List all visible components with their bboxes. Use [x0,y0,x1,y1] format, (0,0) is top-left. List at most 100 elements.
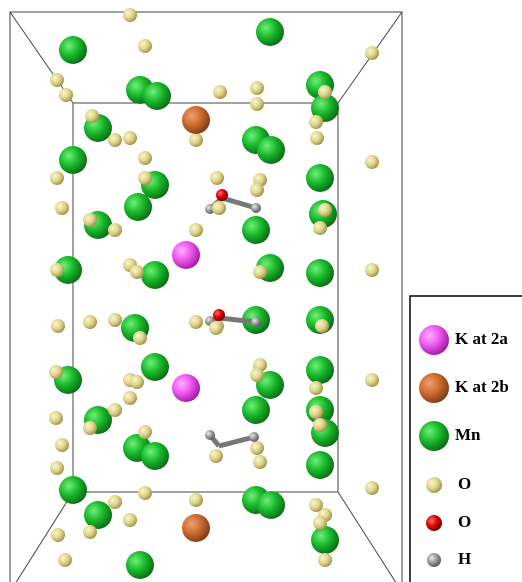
o-atom [365,155,379,169]
k-2a-atom [172,374,200,402]
o-atom [50,171,64,185]
o-atom [51,319,65,333]
o-atom [108,313,122,327]
h-atom [205,430,215,440]
mn-atom [59,36,87,64]
mn-atom [257,136,285,164]
o-atom [250,81,264,95]
o-atom [55,438,69,452]
o-atom [130,265,144,279]
o-atom [318,85,332,99]
o-atom [365,263,379,277]
o-atom [108,403,122,417]
o-atom [138,425,152,439]
legend-label: K at 2a [455,329,508,348]
o-atom [138,171,152,185]
o-atom [309,405,323,419]
h-atom [251,317,261,327]
o-atom [138,151,152,165]
figure: K at 2a K at 2b Mn O O H [0,0,522,582]
o-atom [309,381,323,395]
o-atom [209,321,223,335]
o-atom [253,265,267,279]
mn-atom [84,501,112,529]
o-atom [123,391,137,405]
o-atom [55,201,69,215]
o-atom [85,109,99,123]
mn-atom [141,353,169,381]
o-atom [108,133,122,147]
o-atom [318,203,332,217]
o-atom [58,553,72,567]
o-atom [130,375,144,389]
o-atom [50,461,64,475]
o-atom [51,528,65,542]
o-atom [310,131,324,145]
h-atom [249,432,259,442]
mn-atom [59,146,87,174]
mn-atom [242,216,270,244]
mn-atom [141,442,169,470]
o-atom [210,171,224,185]
mn-atom [257,491,285,519]
o-atom [123,131,137,145]
o-atom [209,449,223,463]
o-atom [365,373,379,387]
mn-atom [306,259,334,287]
o-atom [83,315,97,329]
o-atom [123,513,137,527]
o-atom [50,263,64,277]
mn-atom [256,18,284,46]
water-o-atom [216,189,228,201]
o-atom [49,411,63,425]
o-atom [189,133,203,147]
o-atom [49,365,63,379]
bond [219,437,254,446]
o-atom [108,495,122,509]
o-atom [315,319,329,333]
legend-label: H [458,549,471,568]
legend: K at 2a K at 2b Mn O O H [410,296,522,582]
o-atom [189,493,203,507]
o-atom [83,213,97,227]
water-o-atom [213,309,225,321]
o-atom [83,525,97,539]
o-atom [365,46,379,60]
mn-atom [306,451,334,479]
legend-label: Mn [455,425,481,444]
o-atom [313,221,327,235]
mn-atom [59,476,87,504]
mn-atom [126,551,154,579]
o-atom [83,421,97,435]
o-atom [213,85,227,99]
mn-atom [311,526,339,554]
mn-atom [143,82,171,110]
o-atom [133,331,147,345]
o-atom [108,223,122,237]
o-atom [123,8,137,22]
o-atom [138,39,152,53]
o-atom [250,441,264,455]
k-2b-atom [182,514,210,542]
h-atom [251,203,261,213]
o-atom [138,486,152,500]
legend-label: O [458,512,471,531]
o-atom [189,223,203,237]
mn-atom [141,261,169,289]
legend-label: K at 2b [455,377,509,396]
k-2b-atom [182,106,210,134]
o-atom [189,315,203,329]
k-2a-atom [172,241,200,269]
bond [222,198,256,208]
o-atom [309,498,323,512]
mn-atom [242,396,270,424]
o-atom [318,553,332,567]
o-atom [365,481,379,495]
atoms [49,8,379,579]
mn-atom [124,193,152,221]
o-atom [313,516,327,530]
mn-atom [306,164,334,192]
legend-label: O [458,474,471,493]
o-atom [253,455,267,469]
o-atom [313,418,327,432]
